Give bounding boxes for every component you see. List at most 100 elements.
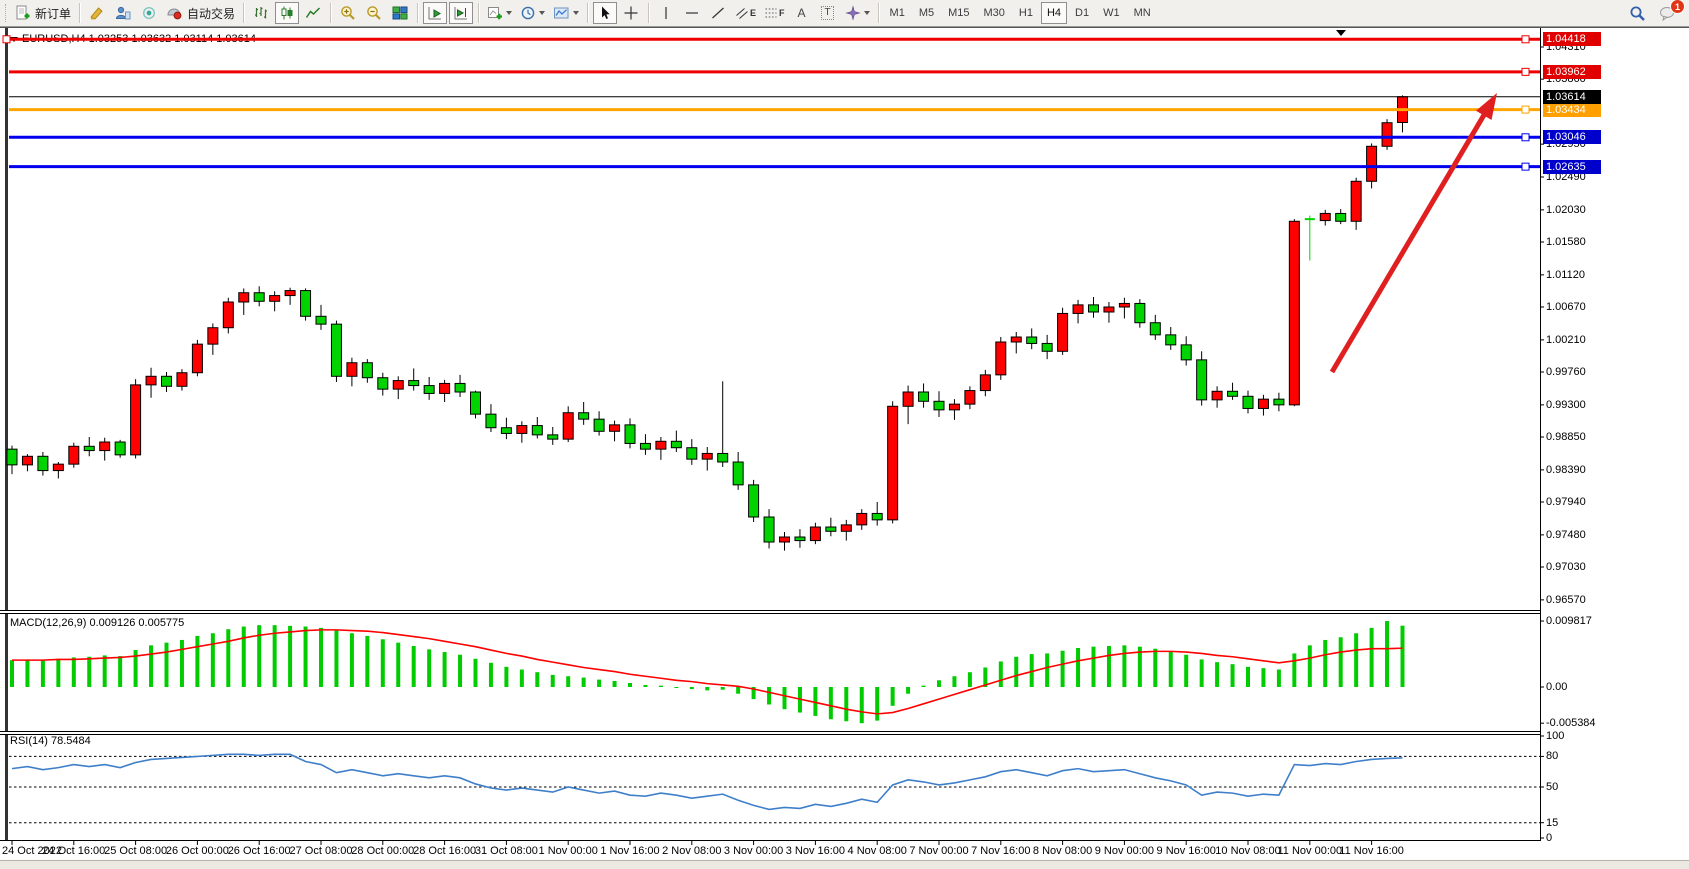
signals-button[interactable] (137, 2, 161, 24)
search-button[interactable] (1625, 2, 1649, 24)
pane-separator-rsi[interactable] (0, 731, 1540, 735)
macd-histogram-bar (195, 635, 200, 687)
hlines-layer (2, 35, 1540, 171)
pane-separator-macd[interactable] (0, 610, 1540, 614)
window-bottom-strip (0, 860, 1689, 869)
trade-history-button[interactable] (111, 2, 135, 24)
chart-shift-button[interactable] (449, 2, 474, 24)
macd-histogram-bar (998, 661, 1003, 687)
candle-body (1180, 344, 1192, 361)
arrows-tool-button[interactable] (842, 2, 873, 24)
price-axis-tick: 0.97940 (1546, 496, 1586, 508)
crosshair-button[interactable] (619, 2, 643, 24)
timeframe-group: M1 M5 M15 M30 H1 H4 D1 W1 MN (883, 2, 1158, 24)
candle-body (500, 427, 512, 434)
trendline-button[interactable] (706, 2, 730, 24)
new-chart-button[interactable] (484, 2, 515, 24)
chart-plot-svg (0, 27, 1689, 845)
candle-body (423, 385, 435, 394)
chart-canvas[interactable]: EURUSD,H4 1.03253 1.03632 1.03114 1.0361… (0, 27, 1689, 869)
price-axis-tick: 0.97480 (1546, 528, 1586, 541)
macd-histogram-bar (1076, 648, 1081, 687)
new-chart-caret-icon (506, 11, 513, 15)
text-tool-button[interactable]: A (790, 2, 814, 24)
candle-body (918, 391, 930, 402)
fibonacci-button[interactable]: F (761, 2, 788, 24)
chart-shift-icon (454, 7, 468, 20)
trend-arrow-line[interactable] (1329, 102, 1494, 374)
channel-letter: E (750, 8, 757, 18)
macd-histogram-bar (1014, 656, 1019, 687)
bar-chart-icon (255, 7, 268, 19)
timeframe-button-w1[interactable]: W1 (1097, 2, 1126, 24)
periods-button[interactable] (517, 2, 548, 24)
macd-histogram-bar (937, 680, 941, 687)
cursor-button[interactable] (593, 2, 618, 24)
auto-trading-button[interactable]: 自动交易 (163, 2, 238, 24)
candle-body (207, 327, 219, 345)
line-handle[interactable] (1521, 35, 1530, 44)
line-handle[interactable] (1521, 162, 1530, 171)
timeframe-button-m15[interactable]: M15 (942, 2, 975, 24)
macd-histogram-bar (241, 626, 246, 687)
macd-histogram-bar (550, 674, 555, 687)
candle-body (1026, 336, 1038, 344)
price-level-badge: 1.03434 (1543, 102, 1601, 117)
auto-scroll-button[interactable] (423, 2, 448, 24)
macd-histogram-bar (1261, 668, 1266, 687)
timeframe-button-m30[interactable]: M30 (978, 2, 1011, 24)
macd-indicator-label: MACD(12,26,9) 0.009126 0.005775 (10, 617, 185, 629)
line-handle[interactable] (2, 35, 11, 44)
candle-body (176, 372, 188, 387)
tile-windows-button[interactable] (388, 2, 412, 24)
candle-body (161, 375, 172, 387)
timeframe-button-m1[interactable]: M1 (884, 2, 911, 24)
bar-chart-mode-button[interactable] (249, 2, 273, 24)
timeframe-button-h1[interactable]: H1 (1013, 2, 1039, 24)
templates-button[interactable] (550, 2, 582, 24)
macd-histogram-bar (396, 642, 401, 687)
new-order-button[interactable]: 新订单 (12, 2, 74, 24)
candle-body (995, 341, 1007, 376)
timeframe-button-m5[interactable]: M5 (913, 2, 940, 24)
macd-histogram-bar (1323, 639, 1328, 687)
timeframe-button-d1[interactable]: D1 (1069, 2, 1095, 24)
candle-body (1350, 180, 1362, 222)
zoom-out-button[interactable] (362, 2, 386, 24)
price-axis-tick: 1.02030 (1546, 203, 1586, 216)
price-axis-tick: 0.98850 (1546, 431, 1586, 443)
notifications-button[interactable]: 1 (1656, 0, 1685, 24)
vertical-line-button[interactable] (654, 2, 678, 24)
line-handle[interactable] (1521, 105, 1530, 114)
macd-histogram-bar (921, 685, 926, 687)
timeframe-button-h4[interactable]: H4 (1040, 2, 1068, 24)
macd-histogram-bar (844, 687, 849, 722)
text-label-tool-button[interactable]: T (816, 2, 840, 24)
search-icon (1630, 6, 1645, 21)
candlestick-mode-button[interactable] (275, 2, 300, 24)
crayon-button[interactable] (85, 2, 109, 24)
cursor-icon (602, 6, 610, 19)
macd-axis-tick: 0.00 (1546, 681, 1568, 693)
macd-histogram-bar (689, 687, 694, 690)
time-axis-label: 1 Nov 16:00 (600, 845, 660, 857)
candle-body (1288, 220, 1300, 406)
time-axis-label: 7 Nov 00:00 (909, 845, 969, 857)
auto-scroll-icon (428, 7, 442, 20)
auto-trading-icon (167, 8, 182, 20)
zoom-in-button[interactable] (336, 2, 360, 24)
time-axis-label: 26 Oct 16:00 (227, 845, 291, 857)
trend-arrow-head[interactable] (1476, 93, 1497, 120)
macd-histogram-bar (612, 680, 617, 687)
line-chart-mode-button[interactable] (301, 2, 325, 24)
macd-histogram-bar (906, 687, 911, 694)
time-axis-label: 24 Oct 16:00 (42, 845, 106, 857)
timeframe-button-mn[interactable]: MN (1128, 2, 1157, 24)
horizontal-line-button[interactable] (680, 2, 704, 24)
toolbar-separator (330, 3, 332, 23)
macd-histogram-bar (643, 684, 648, 687)
line-handle[interactable] (1521, 67, 1530, 76)
equidistant-channel-button[interactable]: E (732, 2, 759, 24)
line-handle[interactable] (1521, 133, 1530, 142)
candle-body (1242, 395, 1254, 409)
